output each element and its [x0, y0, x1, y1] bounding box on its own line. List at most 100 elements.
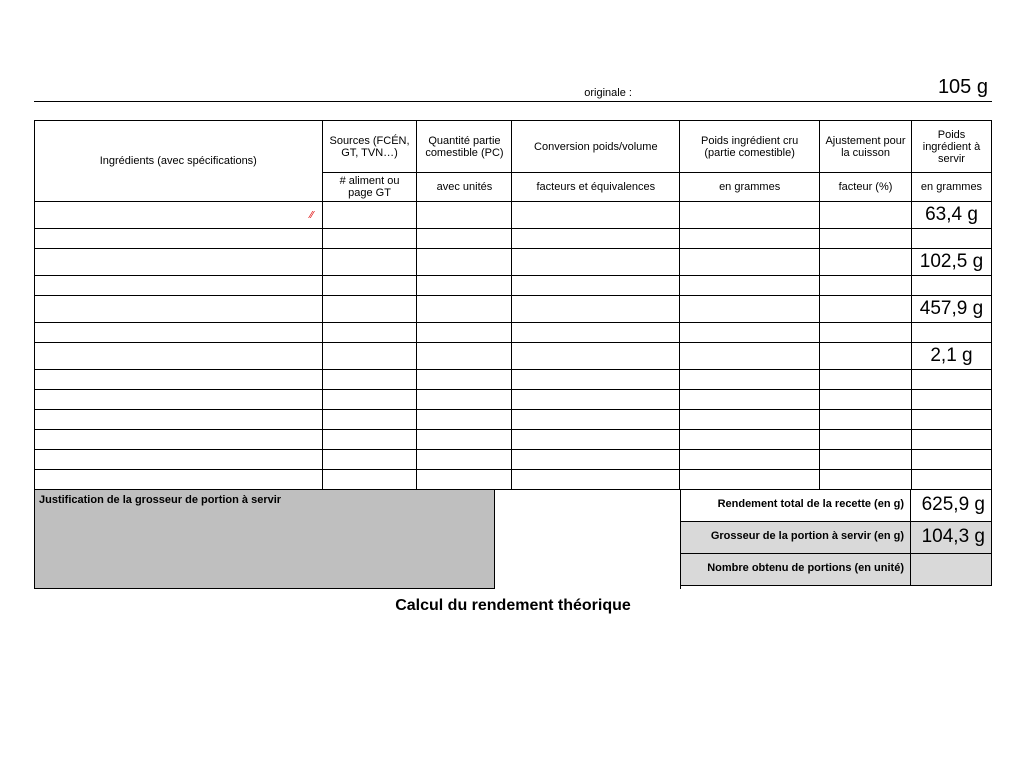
table-cell: ⁄⁄ [35, 202, 323, 229]
table-cell [35, 276, 323, 296]
table-row [35, 229, 992, 249]
table-cell [512, 370, 680, 390]
table-row [35, 370, 992, 390]
table-row: 102,5 g [35, 249, 992, 276]
table-cell [820, 343, 912, 370]
table-row [35, 430, 992, 450]
summary-column: Rendement total de la recette (en g) 625… [680, 490, 992, 589]
table-cell [820, 249, 912, 276]
poids-servir-cell: 457,9 g [912, 296, 992, 323]
table-cell [35, 229, 323, 249]
table-cell [417, 470, 512, 490]
table-cell [512, 390, 680, 410]
nombre-value [911, 554, 991, 585]
table-cell [417, 202, 512, 229]
table-cell [322, 229, 417, 249]
table-cell [820, 470, 912, 490]
justification-body [35, 512, 494, 588]
table-cell [680, 229, 820, 249]
table-cell [680, 343, 820, 370]
footer-spacer [495, 490, 680, 589]
table-cell [820, 430, 912, 450]
table-cell [322, 370, 417, 390]
th-poids-cru: Poids ingrédient cru (partie comestible) [680, 121, 820, 173]
table-cell [322, 249, 417, 276]
summary-row-nombre: Nombre obtenu de portions (en unité) [681, 554, 992, 586]
grosseur-value: 104,3 g [911, 522, 991, 553]
table-cell [820, 410, 912, 430]
table-cell [417, 276, 512, 296]
table-cell [512, 202, 680, 229]
th-ajustement: Ajustement pour la cuisson [820, 121, 912, 173]
top-right-text: originale : [584, 87, 869, 99]
poids-servir-cell [912, 470, 992, 490]
table-row [35, 450, 992, 470]
table-cell [820, 323, 912, 343]
poids-servir-cell [912, 323, 992, 343]
top-header-fragment: originale : 105 g [34, 80, 992, 102]
table-cell [680, 370, 820, 390]
table-cell [35, 249, 323, 276]
table-cell [35, 470, 323, 490]
table-row [35, 410, 992, 430]
table-cell [680, 450, 820, 470]
th-ingredients: Ingrédients (avec spécifications) [35, 121, 323, 202]
table-cell [680, 323, 820, 343]
table-cell [417, 430, 512, 450]
table-cell [512, 410, 680, 430]
poids-servir-cell [912, 229, 992, 249]
table-row [35, 276, 992, 296]
table-cell [35, 323, 323, 343]
table-cell [35, 296, 323, 323]
table-cell [680, 296, 820, 323]
table-cell [417, 370, 512, 390]
th-sub-poids-servir: en grammes [912, 173, 992, 202]
table-cell [322, 410, 417, 430]
table-cell [512, 343, 680, 370]
poids-servir-cell: 63,4 g [912, 202, 992, 229]
th-sub-quantite: avec unités [417, 173, 512, 202]
table-row [35, 470, 992, 490]
table-cell [512, 229, 680, 249]
table-cell [512, 323, 680, 343]
justification-label: Justification de la grosseur de portion … [35, 490, 494, 512]
rendement-label: Rendement total de la recette (en g) [681, 490, 911, 521]
table-cell [512, 450, 680, 470]
grosseur-label: Grosseur de la portion à servir (en g) [681, 522, 911, 553]
table-row [35, 323, 992, 343]
nombre-label: Nombre obtenu de portions (en unité) [681, 554, 911, 585]
table-cell [820, 229, 912, 249]
rendement-value: 625,9 g [911, 490, 991, 521]
table-cell [680, 202, 820, 229]
table-cell [680, 430, 820, 450]
table-cell [820, 370, 912, 390]
table-cell [680, 470, 820, 490]
justification-box: Justification de la grosseur de portion … [34, 490, 495, 589]
edit-mark-icon: ⁄⁄ [310, 210, 313, 221]
table-cell [417, 249, 512, 276]
table-cell [417, 390, 512, 410]
table-row: ⁄⁄ 63,4 g [35, 202, 992, 229]
table-cell [512, 296, 680, 323]
table-cell [322, 390, 417, 410]
page-title: Calcul du rendement théorique [34, 597, 992, 615]
table-cell [680, 390, 820, 410]
th-poids-servir: Poids ingrédient à servir [912, 121, 992, 173]
poids-servir-cell [912, 410, 992, 430]
summary-row-rendement: Rendement total de la recette (en g) 625… [681, 490, 992, 522]
table-cell [680, 249, 820, 276]
poids-servir-cell [912, 276, 992, 296]
table-cell [512, 249, 680, 276]
top-value: 105 g [893, 76, 988, 99]
table-cell [35, 370, 323, 390]
th-quantite: Quantité partie comestible (PC) [417, 121, 512, 173]
table-cell [417, 450, 512, 470]
table-cell [512, 470, 680, 490]
poids-servir-cell [912, 370, 992, 390]
table-cell [417, 229, 512, 249]
table-cell [35, 450, 323, 470]
table-cell [680, 410, 820, 430]
table-cell [322, 470, 417, 490]
th-sub-poids-cru: en grammes [680, 173, 820, 202]
ingredients-table: Ingrédients (avec spécifications) Source… [34, 120, 992, 490]
